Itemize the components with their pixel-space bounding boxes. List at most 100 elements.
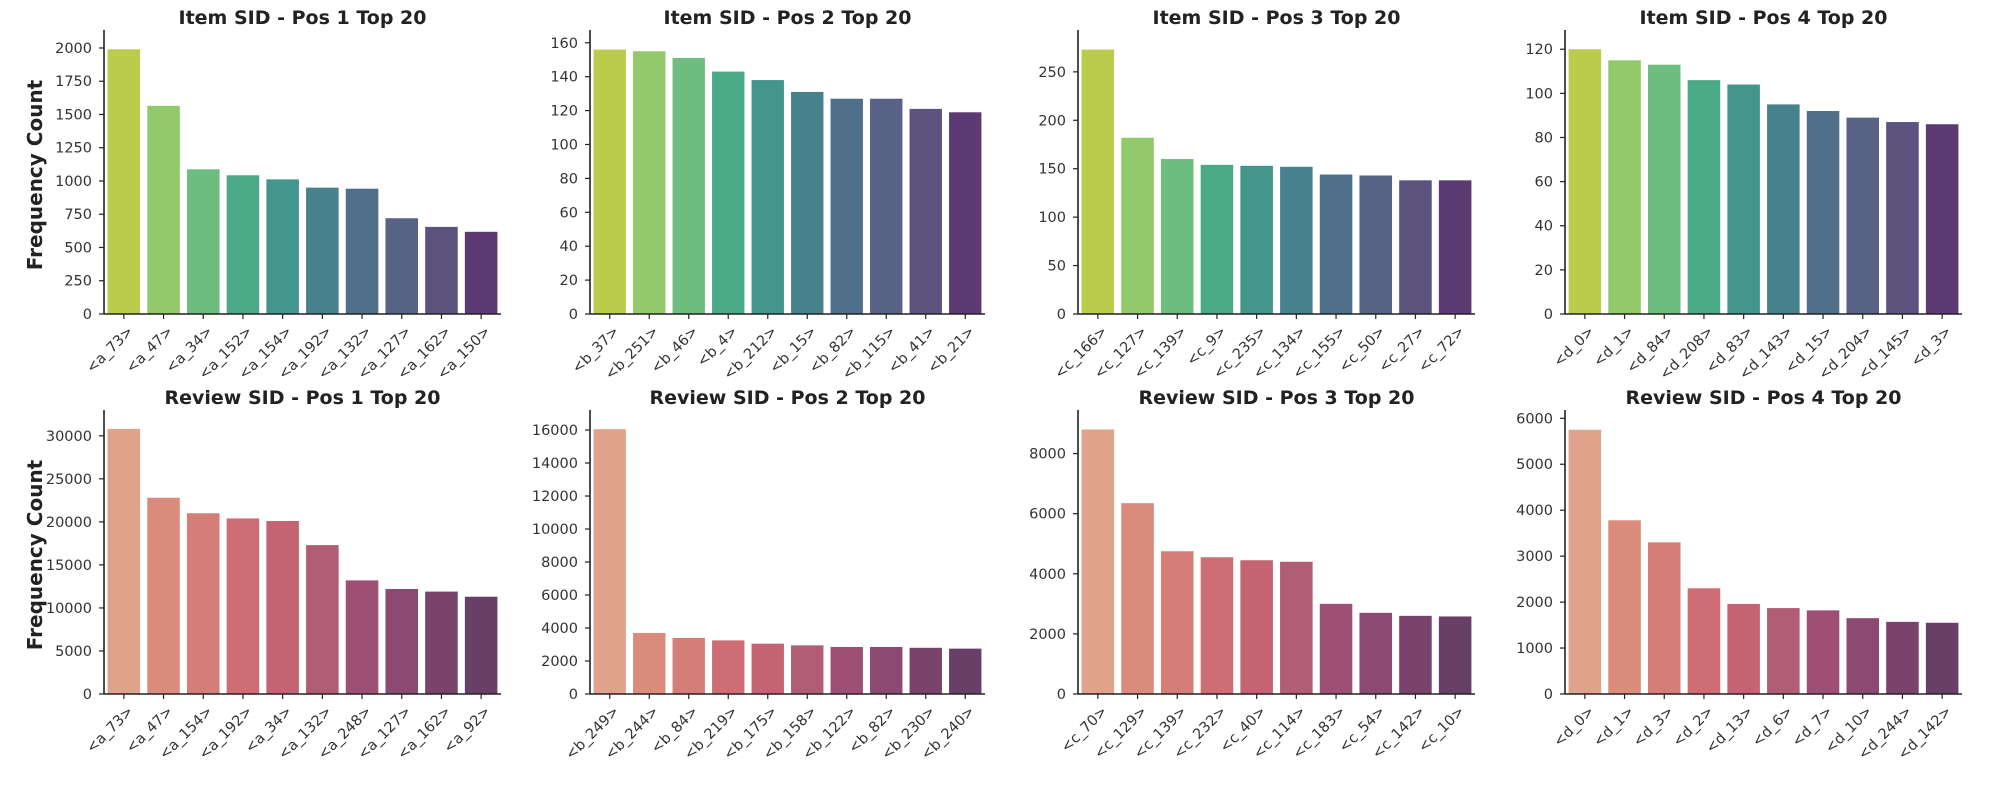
y-tick-label: 15000	[46, 558, 92, 574]
bar	[425, 226, 458, 314]
chart-title: Review SID - Pos 4 Top 20	[1626, 387, 1902, 409]
bar	[870, 646, 903, 694]
chart-title: Review SID - Pos 3 Top 20	[1139, 387, 1415, 409]
bar	[1925, 622, 1959, 694]
y-tick-label: 4000	[1029, 567, 1066, 583]
bar	[593, 429, 626, 694]
y-tick-label: 8000	[541, 555, 578, 571]
bar	[1319, 603, 1353, 694]
bar	[949, 648, 982, 694]
bar	[226, 175, 260, 314]
y-tick-label: 5000	[1516, 457, 1553, 473]
chart-title: Item SID - Pos 3 Top 20	[1153, 7, 1401, 29]
y-tick-label: 750	[64, 207, 92, 223]
bar	[909, 108, 942, 314]
bar	[345, 580, 379, 694]
chart-panel-3: Item SID - Pos 3 Top 20050100150200250<c…	[1038, 7, 1475, 382]
y-tick-label: 100	[1525, 86, 1553, 102]
y-tick-label: 12000	[532, 489, 578, 505]
y-tick-label: 0	[1057, 307, 1066, 323]
x-tick-label: <d_1>	[1591, 704, 1638, 751]
bar	[1359, 175, 1393, 314]
bar	[1687, 588, 1721, 694]
bar	[1727, 603, 1760, 694]
bar	[909, 647, 942, 694]
bar	[306, 545, 339, 694]
y-tick-label: 60	[560, 205, 578, 221]
y-tick-label: 2000	[55, 41, 92, 57]
y-tick-label: 20000	[46, 515, 92, 531]
y-tick-label: 30000	[46, 429, 92, 445]
bar	[1925, 124, 1959, 314]
bar	[385, 218, 419, 314]
bar	[147, 105, 180, 314]
y-tick-label: 16000	[532, 423, 578, 439]
bar	[266, 179, 299, 314]
y-tick-label: 4000	[1516, 503, 1553, 519]
x-tick-label: <d_0>	[1551, 704, 1598, 751]
chart-panel-6: Review SID - Pos 2 Top 20 0 2000 4000 6000 80…	[532, 387, 985, 763]
bar	[633, 51, 666, 314]
y-tick-label: 80	[1535, 130, 1553, 146]
y-tick-label: 250	[64, 274, 92, 290]
y-tick-label: 0	[83, 307, 92, 323]
y-tick-label: 100	[1038, 210, 1066, 226]
y-tick-label: 20	[1535, 263, 1553, 279]
y-tick-label: 1000	[55, 174, 92, 190]
y-tick-label: 2000	[541, 654, 578, 670]
bar	[464, 231, 498, 314]
bar	[1568, 49, 1602, 315]
bar	[1568, 429, 1602, 694]
x-tick-label: <d_3>	[1630, 704, 1677, 751]
bar	[672, 637, 705, 694]
bar	[1727, 84, 1760, 314]
y-tick-label: 60	[1535, 175, 1553, 191]
bar	[712, 71, 745, 314]
y-tick-label: 140	[550, 70, 578, 86]
bar	[712, 640, 745, 694]
y-axis-label: Frequency Count	[23, 459, 47, 650]
y-tick-label: 1500	[55, 107, 92, 123]
chart-title: Review SID - Pos 2 Top 20	[650, 387, 926, 409]
bar	[751, 80, 784, 314]
y-tick-label: 0	[1544, 307, 1553, 323]
bar	[1121, 137, 1154, 314]
bar	[1438, 180, 1472, 314]
bar	[1121, 503, 1154, 694]
x-tick-label: <d_3>	[1908, 324, 1955, 371]
bar	[1200, 164, 1234, 314]
bar	[1687, 80, 1721, 314]
chart-panel-8: Review SID - Pos 4 Top 20 0 1000 2000 3000 40…	[1516, 387, 1962, 763]
y-tick-label: 10000	[532, 522, 578, 538]
bar	[266, 521, 299, 694]
bar	[1200, 557, 1234, 694]
bar	[1280, 561, 1313, 694]
y-tick-label: 14000	[532, 456, 578, 472]
bar	[186, 513, 220, 694]
y-tick-label: 6000	[541, 588, 578, 604]
bar	[1081, 49, 1115, 315]
y-tick-label: 500	[64, 240, 92, 256]
y-tick-label: 160	[550, 36, 578, 52]
bar	[830, 98, 863, 314]
bar	[1767, 608, 1800, 694]
bar	[1647, 64, 1681, 315]
bar	[464, 596, 498, 694]
y-tick-label: 120	[550, 104, 578, 120]
chart-title: Review SID - Pos 1 Top 20	[165, 387, 441, 409]
bar	[1846, 117, 1880, 314]
chart-panel-7: Review SID - Pos 3 Top 20 0 2000 4000 6000 80…	[1029, 387, 1475, 762]
bar	[1160, 159, 1194, 314]
chart-panel-5: Review SID - Pos 1 Top 20 Frequency Count…	[23, 387, 501, 763]
bar	[1359, 612, 1393, 694]
chart-title: Item SID - Pos 1 Top 20	[179, 7, 427, 29]
y-tick-label: 1250	[55, 141, 92, 157]
bar	[107, 428, 141, 694]
y-tick-label: 0	[1544, 687, 1553, 703]
y-tick-label: 8000	[1029, 447, 1066, 463]
y-tick-label: 120	[1525, 42, 1553, 58]
y-tick-label: 1000	[1516, 641, 1553, 657]
y-tick-label: 6000	[1029, 507, 1066, 523]
bar	[1240, 560, 1273, 694]
